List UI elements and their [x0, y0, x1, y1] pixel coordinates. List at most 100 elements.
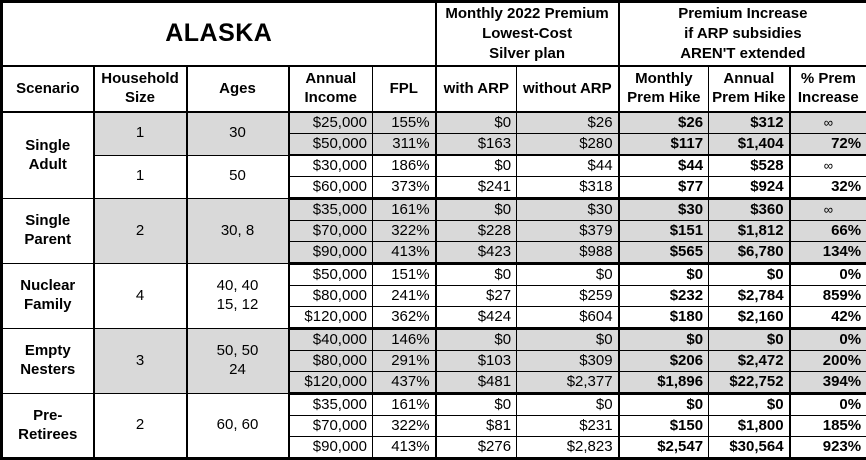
fpl-cell: 161%: [373, 199, 436, 221]
with-arp-cell: $0: [436, 264, 517, 286]
with-arp-cell: $27: [436, 286, 517, 307]
monthly-hike-cell: $2,547: [619, 437, 709, 459]
without-arp-cell: $988: [517, 242, 619, 264]
fpl-cell: 322%: [373, 416, 436, 437]
annual-hike-cell: $22,752: [709, 372, 790, 394]
fpl-cell: 362%: [373, 307, 436, 329]
col-header-household-size: Household Size: [94, 66, 187, 112]
with-arp-cell: $103: [436, 351, 517, 372]
scenario-cell: Pre- Retirees: [2, 394, 94, 459]
monthly-hike-cell: $117: [619, 134, 709, 156]
col-header-annual-prem-hike: Annual Prem Hike: [709, 66, 790, 112]
pct-increase-cell: 32%: [790, 177, 866, 199]
ages-cell: 30, 8: [187, 199, 289, 264]
income-cell: $40,000: [289, 329, 373, 351]
increase-group-header: Premium Increase if ARP subsidies AREN'T…: [619, 2, 866, 67]
income-cell: $90,000: [289, 242, 373, 264]
col-header-scenario: Scenario: [2, 66, 94, 112]
without-arp-cell: $318: [517, 177, 619, 199]
income-cell: $80,000: [289, 286, 373, 307]
income-cell: $90,000: [289, 437, 373, 459]
fpl-cell: 413%: [373, 437, 436, 459]
scenario-cell: Empty Nesters: [2, 329, 94, 394]
monthly-hike-cell: $150: [619, 416, 709, 437]
monthly-hike-cell: $1,896: [619, 372, 709, 394]
without-arp-cell: $379: [517, 221, 619, 242]
annual-hike-cell: $6,780: [709, 242, 790, 264]
without-arp-cell: $0: [517, 264, 619, 286]
without-arp-cell: $280: [517, 134, 619, 156]
income-cell: $35,000: [289, 394, 373, 416]
scenario-cell: Nuclear Family: [2, 264, 94, 329]
income-cell: $120,000: [289, 307, 373, 329]
income-cell: $35,000: [289, 199, 373, 221]
monthly-hike-cell: $0: [619, 264, 709, 286]
with-arp-cell: $0: [436, 155, 517, 177]
fpl-cell: 311%: [373, 134, 436, 156]
household-size-cell: 4: [94, 264, 187, 329]
annual-hike-cell: $0: [709, 394, 790, 416]
with-arp-cell: $0: [436, 199, 517, 221]
annual-hike-cell: $528: [709, 155, 790, 177]
annual-hike-cell: $924: [709, 177, 790, 199]
household-size-cell: 1: [94, 155, 187, 199]
fpl-cell: 241%: [373, 286, 436, 307]
pct-increase-cell: 200%: [790, 351, 866, 372]
monthly-hike-cell: $180: [619, 307, 709, 329]
without-arp-cell: $259: [517, 286, 619, 307]
annual-hike-cell: $2,784: [709, 286, 790, 307]
pct-increase-cell: 394%: [790, 372, 866, 394]
pct-increase-cell: 0%: [790, 329, 866, 351]
income-cell: $70,000: [289, 221, 373, 242]
pct-increase-cell: 185%: [790, 416, 866, 437]
income-cell: $50,000: [289, 264, 373, 286]
pct-increase-cell: 66%: [790, 221, 866, 242]
annual-hike-cell: $1,404: [709, 134, 790, 156]
annual-hike-cell: $1,800: [709, 416, 790, 437]
monthly-hike-cell: $565: [619, 242, 709, 264]
fpl-cell: 186%: [373, 155, 436, 177]
col-header-pct-prem-increase: % Prem Increase: [790, 66, 866, 112]
scenario-cell: Single Parent: [2, 199, 94, 264]
monthly-hike-cell: $30: [619, 199, 709, 221]
annual-hike-cell: $0: [709, 329, 790, 351]
without-arp-cell: $0: [517, 394, 619, 416]
pct-increase-cell: 0%: [790, 264, 866, 286]
col-header-monthly-prem-hike: Monthly Prem Hike: [619, 66, 709, 112]
pct-increase-cell: 134%: [790, 242, 866, 264]
with-arp-cell: $0: [436, 112, 517, 134]
state-title: ALASKA: [2, 2, 436, 67]
fpl-cell: 373%: [373, 177, 436, 199]
without-arp-cell: $30: [517, 199, 619, 221]
annual-hike-cell: $0: [709, 264, 790, 286]
ages-cell: 40, 40 15, 12: [187, 264, 289, 329]
income-cell: $80,000: [289, 351, 373, 372]
with-arp-cell: $228: [436, 221, 517, 242]
col-header-fpl: FPL: [373, 66, 436, 112]
without-arp-cell: $309: [517, 351, 619, 372]
with-arp-cell: $276: [436, 437, 517, 459]
ages-cell: 50: [187, 155, 289, 199]
with-arp-cell: $241: [436, 177, 517, 199]
without-arp-cell: $604: [517, 307, 619, 329]
pct-increase-cell: 72%: [790, 134, 866, 156]
monthly-hike-cell: $44: [619, 155, 709, 177]
with-arp-cell: $424: [436, 307, 517, 329]
pct-increase-cell: ∞: [790, 112, 866, 134]
without-arp-cell: $2,377: [517, 372, 619, 394]
page: ALASKA Monthly 2022 Premium Lowest-Cost …: [0, 0, 866, 435]
col-header-annual-income: Annual Income: [289, 66, 373, 112]
without-arp-cell: $44: [517, 155, 619, 177]
fpl-cell: 151%: [373, 264, 436, 286]
annual-hike-cell: $30,564: [709, 437, 790, 459]
with-arp-cell: $481: [436, 372, 517, 394]
with-arp-cell: $81: [436, 416, 517, 437]
without-arp-cell: $0: [517, 329, 619, 351]
column-header-row: Scenario Household Size Ages Annual Inco…: [2, 66, 866, 112]
